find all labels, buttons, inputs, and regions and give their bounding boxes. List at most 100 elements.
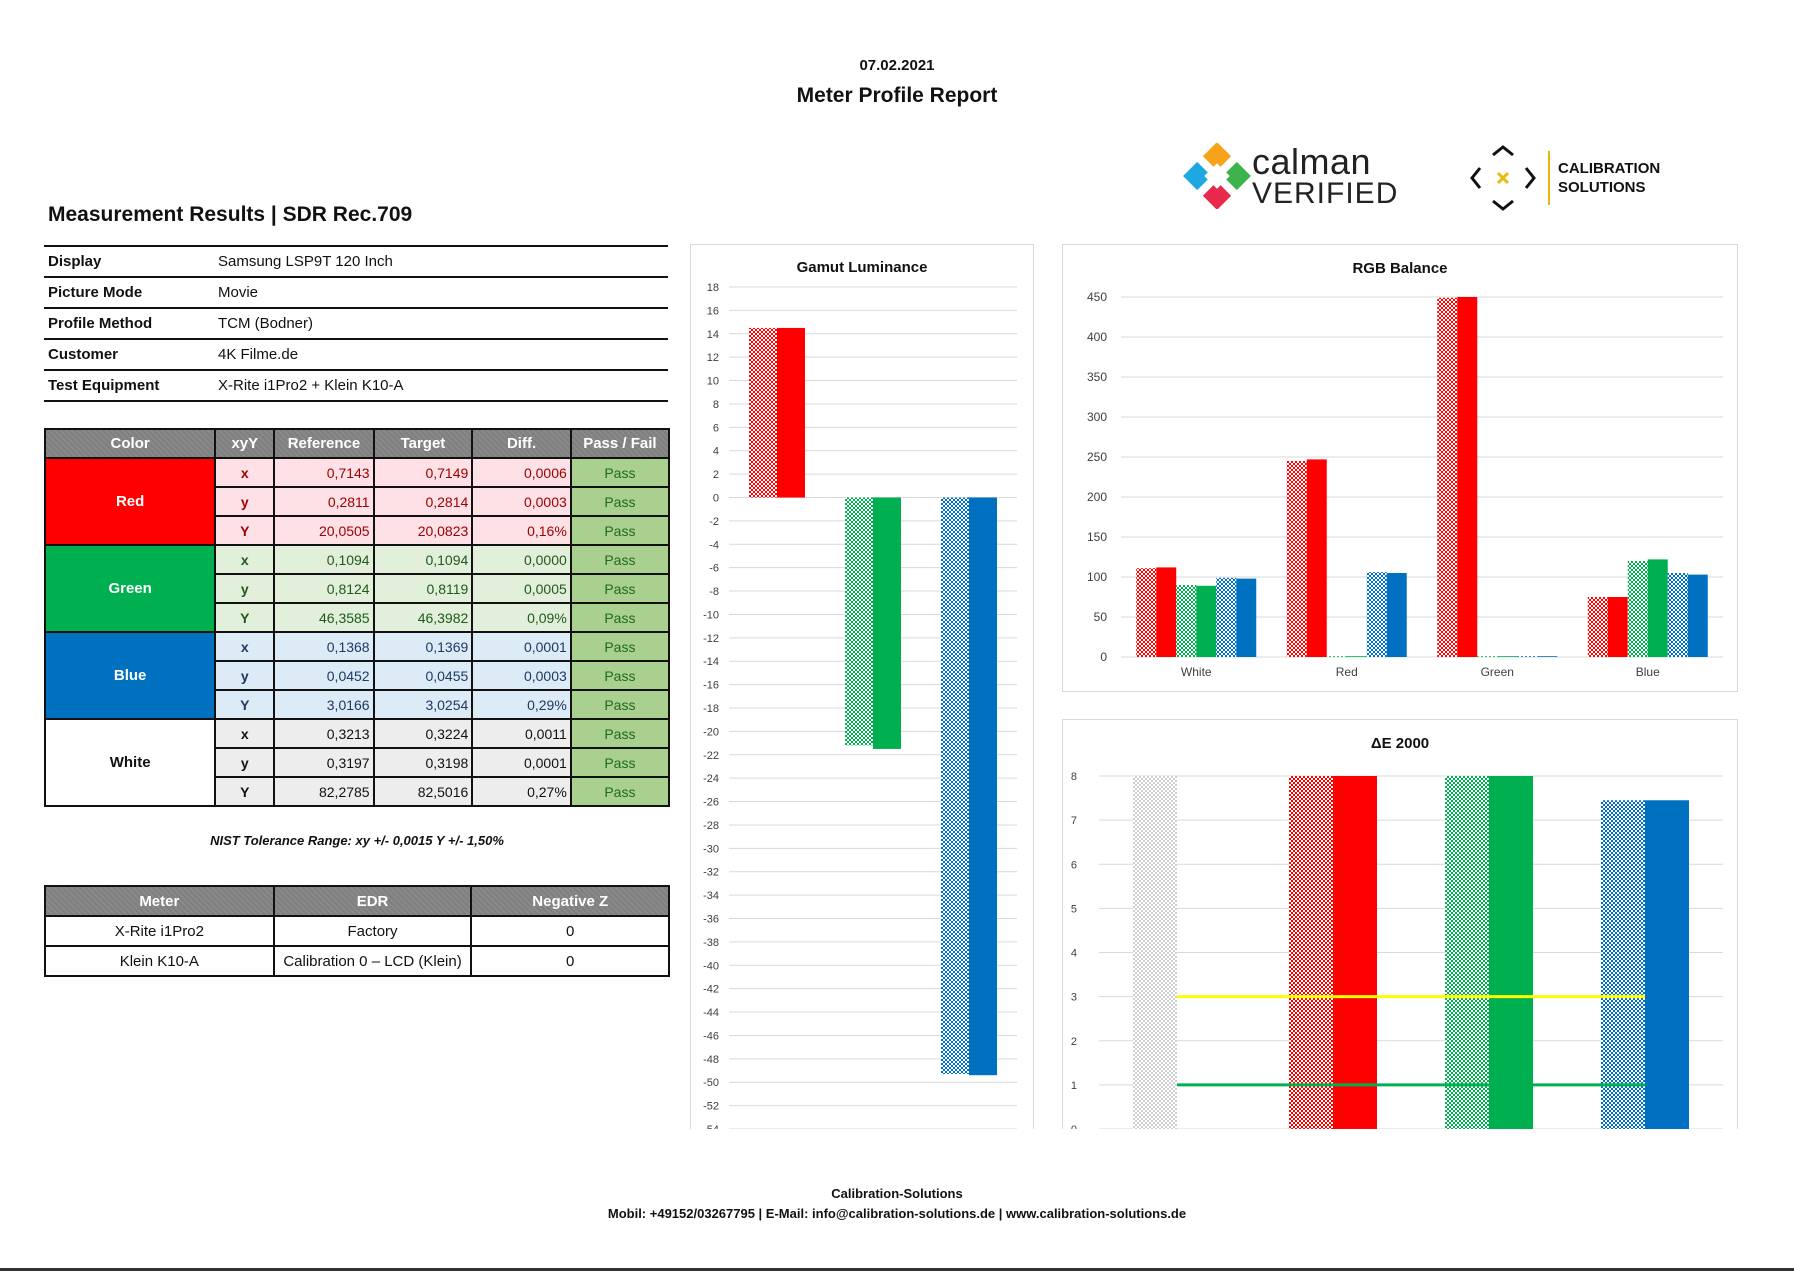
pass-fail-cell: Pass — [569, 602, 671, 633]
y-tick-label: 8 — [713, 399, 719, 411]
table-row: y 0,2811 0,2814 0,0003 Pass — [45, 486, 671, 517]
info-row: Display Samsung LSP9T 120 Inch — [44, 247, 668, 278]
table-row: White x 0,3213 0,3224 0,0011 Pass — [43, 718, 671, 807]
results-header-cell: xyY — [214, 428, 276, 459]
calman-diamond-icon — [1183, 143, 1251, 209]
bar-green-reference — [845, 497, 873, 746]
bar-blue — [1587, 597, 1608, 657]
calibration-solutions-logo: CALIBRATION SOLUTIONS — [1470, 145, 1670, 213]
pass-fail-cell: Pass — [569, 689, 671, 720]
x-tick-label: Blue — [1636, 665, 1660, 679]
y-tick-label: 250 — [1087, 450, 1107, 464]
diff-cell: 0,16% — [471, 515, 572, 546]
y-tick-label: 150 — [1087, 530, 1107, 544]
reference-cell: 0,3197 — [273, 747, 375, 778]
cs-divider — [1548, 151, 1550, 205]
diff-cell: 0,0011 — [471, 718, 572, 749]
reference-cell: 46,3585 — [273, 602, 375, 633]
report-title: Meter Profile Report — [796, 84, 998, 107]
bar-white — [1196, 585, 1217, 657]
coord-cell: x — [214, 718, 276, 749]
target-cell: 20,0823 — [372, 515, 474, 546]
color-group-green: Green — [43, 544, 217, 633]
y-tick-label: -14 — [703, 656, 719, 668]
results-table: Color xyY Reference Target Diff. Pass / Fail R… — [43, 428, 671, 807]
y-tick-label: -42 — [703, 984, 719, 996]
target-cell: 0,0455 — [372, 660, 474, 691]
reference-cell: 0,8124 — [273, 573, 375, 604]
diff-cell: 0,0006 — [471, 457, 572, 488]
target-cell: 46,3982 — [372, 602, 474, 633]
table-row: X-Rite i1Pro2 Factory 0 — [44, 915, 670, 947]
meter-header-cell: EDR — [272, 885, 473, 917]
gamut-luminance-chart: Gamut Luminance 18 16 14 12 10 8 6 4 2 0 -2 -4 -6 -8 -1… — [703, 259, 1017, 1136]
verified-word: VERIFIED — [1252, 177, 1399, 210]
diff-cell: 0,0005 — [471, 573, 572, 604]
negative-z-cell: 0 — [470, 945, 670, 977]
coord-cell: Y — [214, 776, 276, 807]
table-row: y 0,3197 0,3198 0,0001 Pass — [45, 747, 671, 778]
bar-green — [1537, 656, 1558, 657]
y-tick-label: -50 — [703, 1077, 719, 1089]
info-row: Picture Mode Movie — [44, 278, 668, 309]
y-tick-label: -22 — [703, 750, 719, 762]
gamut-luminance-panel: Gamut Luminance 18 16 14 12 10 8 6 4 2 0 -2 -4 -6 -8 -1… — [690, 244, 1034, 1136]
y-tick-label: -6 — [709, 563, 719, 575]
x-tick-label: Green — [1481, 665, 1514, 679]
bar-red — [1306, 459, 1327, 657]
chart-title: Gamut Luminance — [797, 259, 928, 276]
y-tick-label: 350 — [1087, 370, 1107, 384]
y-tick-label: 6 — [713, 422, 719, 434]
y-tick-label: -24 — [703, 773, 719, 785]
bar-blue — [1607, 597, 1628, 657]
results-header-cell: Pass / Fail — [569, 428, 671, 459]
chart-title: RGB Balance — [1352, 260, 1447, 277]
delta-e-panel: ΔE 2000 8 7 6 5 4 3 2 1 0 — [1062, 719, 1738, 1136]
footer-contact: Mobil: +49152/03267795 | E-Mail: info@ca… — [607, 1206, 1187, 1221]
pass-fail-cell: Pass — [569, 660, 671, 691]
y-tick-label: 7 — [1071, 815, 1077, 827]
bar-green — [1517, 656, 1538, 657]
bar-green — [1437, 297, 1458, 657]
y-tick-label: 2 — [713, 469, 719, 481]
pass-fail-cell: Pass — [569, 631, 671, 662]
reference-cell: 20,0505 — [273, 515, 375, 546]
reference-cell: 0,2811 — [273, 486, 375, 517]
y-tick-label: 450 — [1087, 290, 1107, 304]
delta-e-chart: ΔE 2000 8 7 6 5 4 3 2 1 0 — [1071, 735, 1723, 1136]
y-tick-label: 1 — [1071, 1080, 1077, 1092]
calman-word: calman — [1252, 141, 1372, 182]
reference-cell: 0,1094 — [273, 544, 375, 575]
diff-cell: 0,0001 — [471, 747, 572, 778]
y-tick-label: -40 — [703, 960, 719, 972]
bar-red — [1386, 573, 1407, 657]
y-tick-label: 100 — [1087, 570, 1107, 584]
cs-brackets-icon — [1470, 145, 1536, 211]
table-row: Y 20,0505 20,0823 0,16% Pass — [45, 515, 671, 546]
bar-red — [1326, 656, 1347, 657]
reference-cell: 0,0452 — [273, 660, 375, 691]
rgb-balance-chart: RGB Balance 450 400 350 300 250 200 150 100 50 0 Wh… — [1087, 260, 1723, 679]
reference-cell: 0,3213 — [273, 718, 375, 749]
y-tick-label: 6 — [1071, 859, 1077, 871]
info-row: Profile Method TCM (Bodner) — [44, 309, 668, 340]
edr-cell: Factory — [272, 915, 473, 947]
reference-cell: 0,1368 — [273, 631, 375, 662]
y-tick-label: -30 — [703, 843, 719, 855]
pass-fail-cell: Pass — [569, 747, 671, 778]
diff-cell: 0,0000 — [471, 544, 572, 575]
table-row: Klein K10-A Calibration 0 – LCD (Klein) 0 — [44, 945, 670, 977]
y-tick-label: -20 — [703, 726, 719, 738]
coord-cell: y — [214, 660, 276, 691]
pass-fail-cell: Pass — [569, 718, 671, 749]
coord-cell: x — [214, 631, 276, 662]
pass-fail-cell: Pass — [569, 544, 671, 575]
pass-fail-cell: Pass — [569, 486, 671, 517]
table-row: Y 82,2785 82,5016 0,27% Pass — [45, 776, 671, 807]
edr-cell: Calibration 0 – LCD (Klein) — [272, 945, 473, 977]
y-tick-label: 5 — [1071, 903, 1077, 915]
y-tick-label: 18 — [707, 282, 719, 294]
cs-line2: SOLUTIONS — [1558, 179, 1646, 196]
target-cell: 0,1369 — [372, 631, 474, 662]
diff-cell: 0,27% — [471, 776, 572, 807]
